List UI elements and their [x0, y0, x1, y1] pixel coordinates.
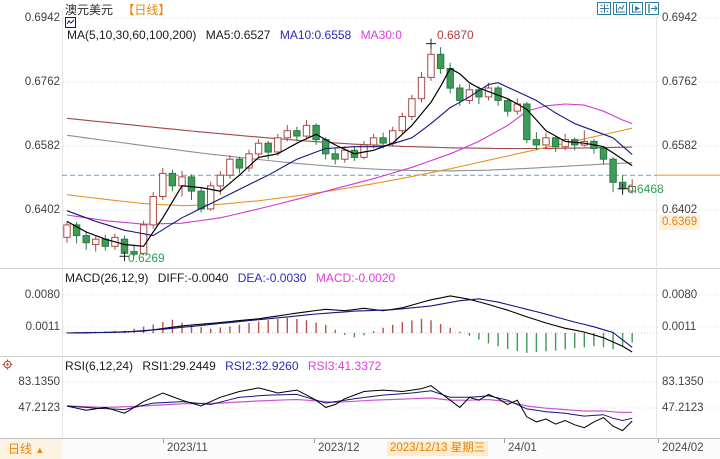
period-arrow-icon: ▲ [35, 445, 45, 455]
axis-tick [504, 439, 505, 443]
crosshair-icon[interactable] [597, 2, 611, 15]
chart-header: 澳元美元 【日线】 MA(5,10,30,60,100,200) MA5:0.6… [65, 3, 408, 42]
ma30-value: MA30:0 [360, 28, 402, 42]
rsi-axis-label: 47.2123 [660, 401, 706, 415]
price-marker-label: 0.6369 [659, 215, 701, 230]
macd-axis-label: 0.0011 [660, 320, 699, 334]
time-axis-bar [0, 438, 720, 459]
rsi-title: RSI(6,12,24) [65, 359, 134, 373]
macd-axis-label: 0.0080 [0, 288, 62, 302]
exit-chart-icon[interactable] [645, 2, 659, 15]
price-axis-label: 0.6402 [0, 203, 62, 217]
price-axis-label: 0.6402 [660, 203, 700, 217]
price-axis-label: 0.6762 [660, 75, 700, 89]
rsi-axis-label: 47.2123 [0, 401, 62, 415]
rsi1-value: RSI1:29.2449 [142, 359, 216, 373]
macd-dea-value: DEA:-0.0030 [237, 271, 307, 285]
symbol-name: 澳元美元 [65, 3, 114, 17]
macd-title: MACD(26,12,9) [65, 271, 149, 285]
rsi-axis-label: 83.1350 [660, 375, 706, 389]
date-label: 2024/02 [662, 442, 704, 454]
period-selector[interactable]: 日线 ▲ [0, 439, 62, 459]
period-tag: 【日线】 [122, 3, 171, 17]
chart-toolbar [597, 2, 659, 15]
last-price-label: 0.6468 [627, 182, 664, 196]
price-axis-label: 0.6762 [0, 75, 62, 89]
low-annotation: 0.6269 [128, 251, 165, 265]
macd-value: MACD:-0.0020 [315, 271, 396, 285]
macd-header: MACD(26,12,9) DIFF:-0.0040 DEA:-0.0030 M… [65, 271, 401, 285]
zoom-range-icon[interactable] [613, 2, 627, 15]
rsi-header: RSI(6,12,24) RSI1:29.2449 RSI2:32.9260 R… [65, 359, 387, 373]
macd-diff-value: DIFF:-0.0040 [157, 271, 229, 285]
axis-tick [658, 439, 659, 443]
ma-group-label: MA(5,10,30,60,100,200) [67, 28, 197, 42]
indicator-icon [65, 17, 408, 28]
crosshair-date-label: 2023/12/13 星期三 [387, 441, 489, 456]
macd-axis-label: 0.0011 [0, 320, 62, 334]
date-label: 2023/11 [167, 442, 208, 454]
date-label: 2023/12 [318, 442, 360, 454]
price-axis-label: 0.6582 [0, 139, 62, 153]
ma5-value: MA5:0.6527 [205, 28, 271, 42]
axis-tick [163, 439, 164, 443]
indicator-settings-icon[interactable] [2, 359, 13, 370]
macd-axis-label: 0.0080 [660, 288, 700, 302]
price-axis-label: 0.6942 [0, 11, 62, 25]
rsi-axis-label: 83.1350 [0, 375, 62, 389]
axis-tick [314, 439, 315, 443]
ma10-value: MA10:0.6558 [279, 28, 352, 42]
rsi3-value: RSI3:41.3372 [307, 359, 382, 373]
price-axis-label: 0.6582 [660, 139, 700, 153]
rsi2-value: RSI2:32.9260 [225, 359, 299, 373]
price-axis-label: 0.6942 [660, 11, 700, 25]
pan-right-icon[interactable] [629, 2, 643, 15]
high-annotation: 0.6870 [437, 28, 474, 42]
date-label: 24/01 [508, 442, 537, 454]
